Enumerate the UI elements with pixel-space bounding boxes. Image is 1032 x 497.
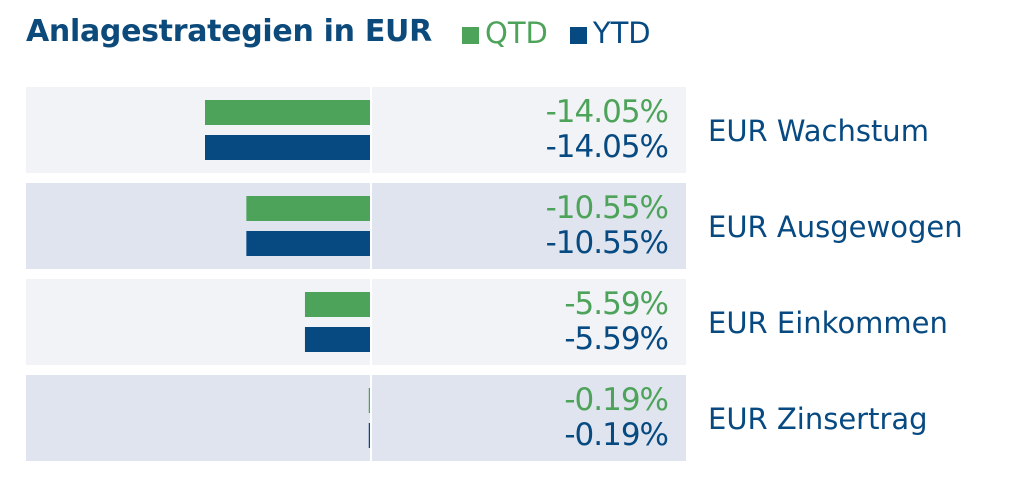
value-label-ytd-eur-wachstum: -14.05% (546, 129, 668, 165)
category-label-eur-wachstum: EUR Wachstum (708, 114, 929, 148)
value-label-ytd-eur-einkommen: -5.59% (564, 321, 668, 357)
legend-label-ytd: YTD (592, 16, 651, 50)
row-background-eur-zinsertrag (26, 375, 686, 461)
bar-ytd-eur-zinsertrag (368, 423, 371, 448)
legend-item-ytd: YTD (569, 16, 651, 50)
value-label-ytd-eur-ausgewogen: -10.55% (546, 225, 668, 261)
value-label-qtd-eur-ausgewogen: -10.55% (546, 190, 668, 226)
chart-title: Anlagestrategien in EUR (26, 14, 432, 49)
legend-swatch-ytd (569, 26, 587, 44)
legend-label-qtd: QTD (485, 16, 548, 50)
value-label-ytd-eur-zinsertrag: -0.19% (564, 417, 668, 453)
bar-ytd-eur-wachstum (205, 135, 371, 160)
bar-ytd-eur-einkommen (304, 327, 371, 352)
bar-qtd-eur-wachstum (205, 100, 371, 125)
category-label-eur-ausgewogen: EUR Ausgewogen (708, 210, 963, 244)
bar-ytd-eur-ausgewogen (246, 231, 371, 256)
legend-item-qtd: QTD (462, 16, 548, 50)
legend: QTD YTD (462, 16, 651, 50)
value-label-qtd-eur-einkommen: -5.59% (564, 286, 668, 322)
value-label-qtd-eur-zinsertrag: -0.19% (564, 382, 668, 418)
bar-qtd-eur-einkommen (304, 292, 371, 317)
category-label-eur-einkommen: EUR Einkommen (708, 306, 948, 340)
bar-qtd-eur-zinsertrag (368, 388, 371, 413)
legend-swatch-qtd (462, 26, 479, 44)
category-label-eur-zinsertrag: EUR Zinsertrag (708, 402, 928, 436)
bar-qtd-eur-ausgewogen (246, 196, 371, 221)
value-label-qtd-eur-wachstum: -14.05% (546, 94, 668, 130)
